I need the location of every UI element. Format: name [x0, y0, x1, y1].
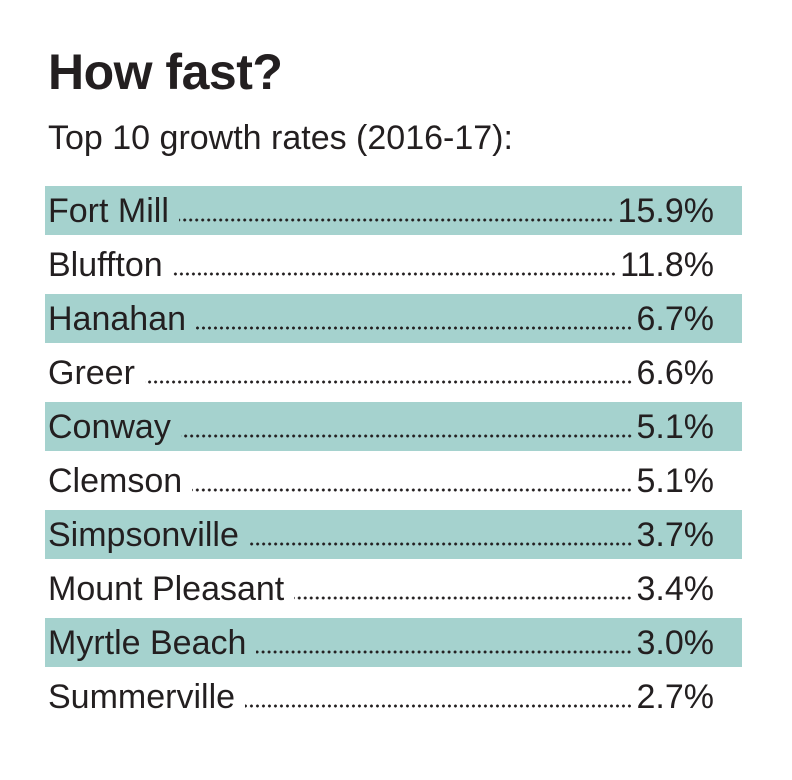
growth-value: 11.8%: [620, 245, 714, 284]
table-row: Mount Pleasant 3.4%: [45, 564, 742, 613]
growth-value: 3.7%: [636, 515, 715, 554]
city-name: Myrtle Beach: [48, 623, 247, 662]
table-row: Simpsonville 3.7%: [45, 510, 742, 559]
city-name: Fort Mill: [48, 191, 169, 230]
growth-value: 6.7%: [636, 299, 715, 338]
growth-rate-table: Fort Mill 15.9% Bluffton 11.8% Hanahan 6…: [45, 186, 742, 726]
chart-subtitle: Top 10 growth rates (2016-17):: [48, 119, 513, 157]
table-row: Clemson 5.1%: [45, 456, 742, 505]
dot-leader: [180, 434, 633, 438]
city-name: Summerville: [48, 677, 236, 716]
table-row: Fort Mill 15.9%: [45, 186, 742, 235]
table-row: Greer 6.6%: [45, 348, 742, 397]
table-row: Hanahan 6.7%: [45, 294, 742, 343]
dot-leader: [196, 326, 633, 330]
city-name: Clemson: [48, 461, 183, 500]
growth-value: 3.4%: [636, 569, 715, 608]
growth-value: 3.0%: [636, 623, 715, 662]
city-name: Bluffton: [48, 245, 163, 284]
table-row: Conway 5.1%: [45, 402, 742, 451]
dot-leader: [178, 218, 614, 222]
chart-title: How fast?: [48, 44, 283, 100]
table-row: Summerville 2.7%: [45, 672, 742, 721]
dot-leader: [192, 488, 633, 492]
city-name: Greer: [48, 353, 135, 392]
growth-value: 6.6%: [636, 353, 715, 392]
dot-leader: [172, 272, 617, 276]
city-name: Simpsonville: [48, 515, 239, 554]
growth-value: 5.1%: [636, 407, 715, 446]
growth-value: 15.9%: [617, 191, 714, 230]
city-name: Mount Pleasant: [48, 569, 285, 608]
table-row: Bluffton 11.8%: [45, 240, 742, 289]
dot-leader: [245, 704, 633, 708]
growth-value: 2.7%: [636, 677, 715, 716]
dot-leader: [294, 596, 633, 600]
table-row: Myrtle Beach 3.0%: [45, 618, 742, 667]
city-name: Conway: [48, 407, 171, 446]
growth-value: 5.1%: [636, 461, 715, 500]
city-name: Hanahan: [48, 299, 187, 338]
dot-leader: [256, 650, 633, 654]
dot-leader: [248, 542, 633, 546]
dot-leader: [144, 380, 633, 384]
